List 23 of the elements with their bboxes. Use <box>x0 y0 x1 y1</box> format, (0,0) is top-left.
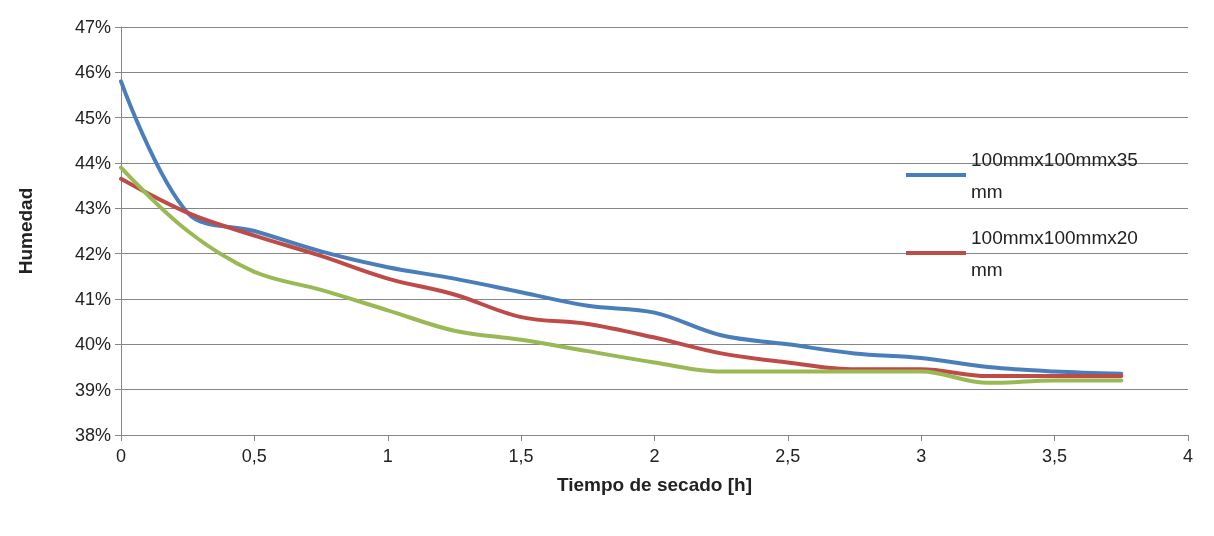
y-tick-label: 39% <box>74 379 111 400</box>
y-tick-label: 45% <box>74 107 111 128</box>
y-tick-label: 38% <box>74 425 111 445</box>
legend-label: 100mmx100mmx35mm <box>971 148 1138 202</box>
y-tick-label: 46% <box>74 62 111 83</box>
x-axis-title: Tiempo de secado [h] <box>557 474 752 495</box>
y-tick-label: 44% <box>74 153 111 173</box>
y-tick-label: 42% <box>74 243 111 264</box>
y-tick-label: 47% <box>74 17 111 37</box>
x-tick-label: 3,5 <box>1042 446 1068 466</box>
x-tick-label: 2,5 <box>775 446 801 466</box>
y-axis-title: Humedad <box>15 187 36 275</box>
y-tick-label: 40% <box>74 334 111 355</box>
x-tick-label: 4 <box>1182 446 1194 466</box>
y-tick-label: 41% <box>74 289 111 309</box>
y-tick-label: 43% <box>74 198 111 219</box>
x-tick-label: 2 <box>649 446 660 466</box>
x-tick-label: 1,5 <box>508 446 534 466</box>
legend-label: 100mmx100mmx20mm <box>971 226 1138 280</box>
x-tick-label: 0,5 <box>241 446 267 466</box>
x-tick-label: 0 <box>115 446 127 466</box>
x-tick-label: 1 <box>382 446 393 466</box>
x-tick-label: 3 <box>916 446 927 466</box>
